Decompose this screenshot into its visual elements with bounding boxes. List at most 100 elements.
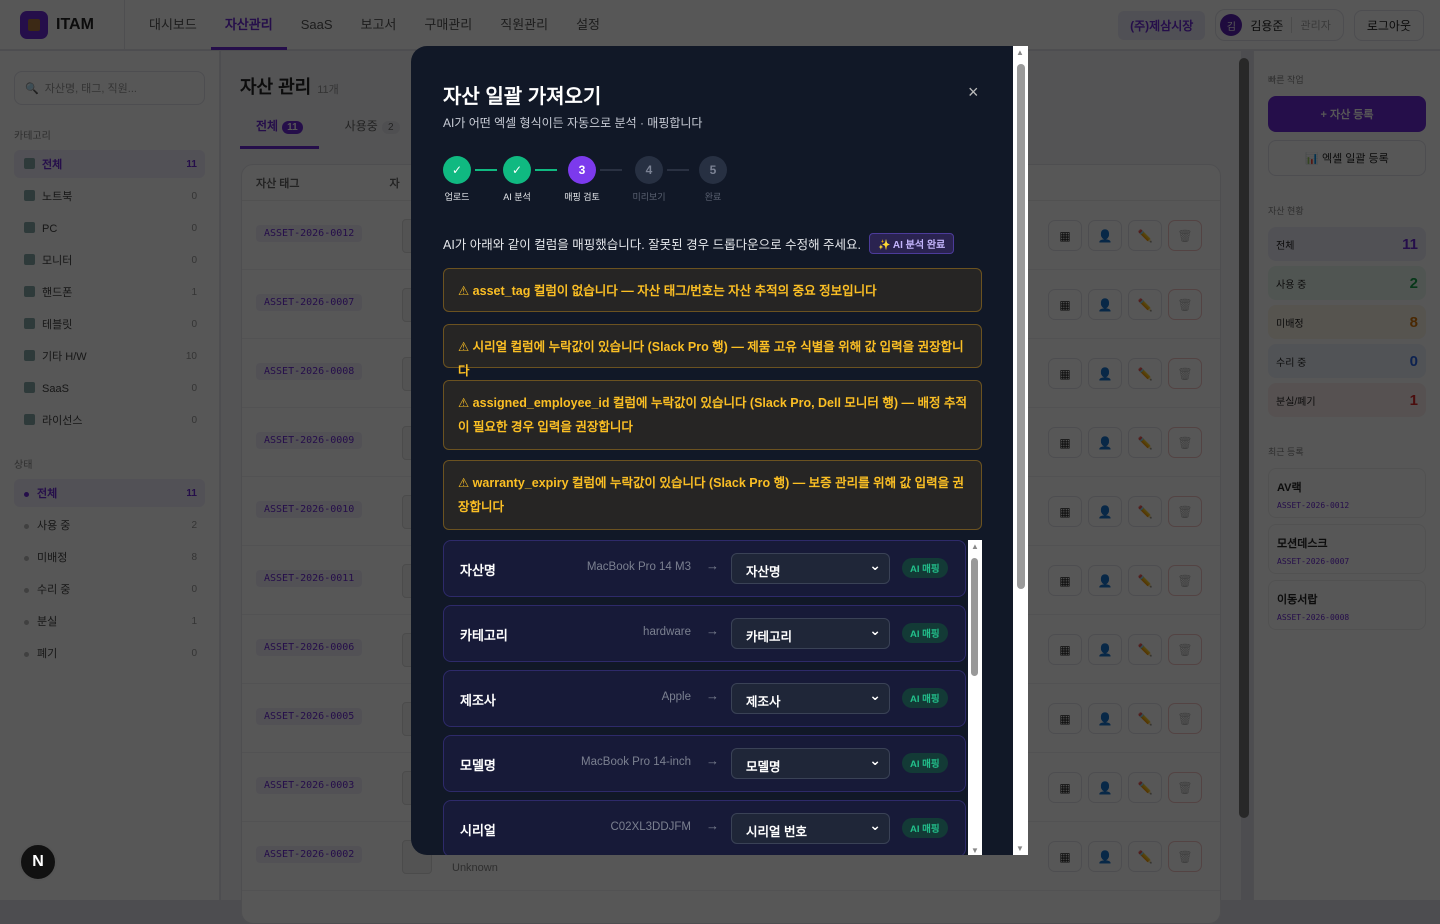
edit-icon[interactable]: ✏️ — [1128, 634, 1162, 665]
stat-card[interactable]: 전체 11 — [1268, 227, 1426, 261]
asset-tag[interactable]: ASSET-2026-0010 — [256, 501, 363, 518]
stat-card[interactable]: 분실/폐기 1 — [1268, 383, 1426, 417]
tab[interactable]: 전체 11 — [240, 111, 319, 149]
main-scrollbar[interactable] — [1239, 58, 1249, 818]
stat-card[interactable]: 미배정 8 — [1268, 305, 1426, 339]
edit-icon[interactable]: ✏️ — [1128, 772, 1162, 803]
sidebar-status-item[interactable]: 미배정 8 — [14, 543, 205, 571]
qr-icon[interactable]: ▦ — [1048, 496, 1082, 527]
asset-tag[interactable]: ASSET-2026-0005 — [256, 708, 363, 725]
delete-icon[interactable]: 🗑 — [1168, 634, 1202, 665]
recent-item[interactable]: 모션데스크 ASSET-2026-0007 — [1268, 524, 1426, 574]
field-select[interactable]: 시리얼 번호 — [731, 813, 890, 844]
sidebar-category-item[interactable]: 라이선스 0 — [14, 406, 205, 434]
sidebar-category-item[interactable]: SaaS 0 — [14, 374, 205, 402]
delete-icon[interactable]: 🗑 — [1168, 841, 1202, 872]
qr-icon[interactable]: ▦ — [1048, 772, 1082, 803]
sidebar-category-item[interactable]: 모니터 0 — [14, 246, 205, 274]
assign-user-icon[interactable]: 👤 — [1088, 289, 1122, 320]
qr-icon[interactable]: ▦ — [1048, 289, 1082, 320]
sidebar-category-item[interactable]: 핸드폰 1 — [14, 278, 205, 306]
close-icon[interactable]: × — [968, 82, 979, 102]
asset-tag[interactable]: ASSET-2026-0006 — [256, 639, 363, 656]
sidebar-category-item[interactable]: 기타 H/W 10 — [14, 342, 205, 370]
nav-item[interactable]: 구매관리 — [424, 16, 473, 32]
asset-tag[interactable]: ASSET-2026-0012 — [256, 225, 363, 242]
sidebar-status-item[interactable]: 폐기 0 — [14, 639, 205, 667]
edit-icon[interactable]: ✏️ — [1128, 289, 1162, 320]
recent-item[interactable]: AV랙 ASSET-2026-0012 — [1268, 468, 1426, 518]
modal-scrollbar[interactable]: ▲ ▼ — [1013, 46, 1028, 855]
logout-button[interactable]: 로그아웃 — [1353, 9, 1424, 41]
edit-icon[interactable]: ✏️ — [1128, 565, 1162, 596]
sidebar-status-item[interactable]: 전체 11 — [14, 479, 205, 507]
asset-tag[interactable]: ASSET-2026-0003 — [256, 777, 363, 794]
delete-icon[interactable]: 🗑 — [1168, 220, 1202, 251]
sidebar-category-item[interactable]: 전체 11 — [14, 150, 205, 178]
assign-user-icon[interactable]: 👤 — [1088, 220, 1122, 251]
company-badge[interactable]: (주)제삼시장 — [1118, 10, 1206, 40]
qr-icon[interactable]: ▦ — [1048, 220, 1082, 251]
nav-item[interactable]: 대시보드 — [149, 16, 197, 32]
table-row[interactable]: ASSET-2026-0003 ▦ 👤 ✏️ 🗑 — [242, 753, 1220, 822]
asset-tag[interactable]: ASSET-2026-0008 — [256, 363, 363, 380]
table-row[interactable]: ASSET-2026-0002 Unknown ▦ 👤 ✏️ 🗑 — [242, 822, 1220, 891]
edit-icon[interactable]: ✏️ — [1128, 220, 1162, 251]
nav-item[interactable]: 직원관리 — [500, 16, 549, 32]
delete-icon[interactable]: 🗑 — [1168, 358, 1202, 389]
nav-item[interactable]: 설정 — [576, 16, 600, 32]
recent-item[interactable]: 이동서랍 ASSET-2026-0008 — [1268, 580, 1426, 630]
delete-icon[interactable]: 🗑 — [1168, 427, 1202, 458]
field-select[interactable]: 자산명 — [731, 553, 890, 584]
delete-icon[interactable]: 🗑 — [1168, 496, 1202, 527]
nav-item[interactable]: 보고서 — [360, 16, 397, 32]
delete-icon[interactable]: 🗑 — [1168, 289, 1202, 320]
assign-user-icon[interactable]: 👤 — [1088, 703, 1122, 734]
assign-user-icon[interactable]: 👤 — [1088, 841, 1122, 872]
edit-icon[interactable]: ✏️ — [1128, 841, 1162, 872]
qr-icon[interactable]: ▦ — [1048, 565, 1082, 596]
nav-item[interactable]: 자산관리 — [210, 0, 287, 50]
edit-icon[interactable]: ✏️ — [1128, 703, 1162, 734]
sidebar-category-item[interactable]: PC 0 — [14, 214, 205, 242]
devtools-button[interactable]: N — [19, 843, 57, 881]
tab[interactable]: 사용중 2 — [329, 111, 416, 149]
assign-user-icon[interactable]: 👤 — [1088, 772, 1122, 803]
excel-upload-button[interactable]: 📊 엑셀 일괄 등록 — [1268, 140, 1426, 176]
delete-icon[interactable]: 🗑 — [1168, 772, 1202, 803]
edit-icon[interactable]: ✏️ — [1128, 496, 1162, 527]
assign-user-icon[interactable]: 👤 — [1088, 496, 1122, 527]
sidebar-status-item[interactable]: 분실 1 — [14, 607, 205, 635]
qr-icon[interactable]: ▦ — [1048, 634, 1082, 665]
asset-tag[interactable]: ASSET-2026-0002 — [256, 846, 363, 863]
user-menu[interactable]: 김 김용준 관리자 — [1215, 9, 1344, 41]
qr-icon[interactable]: ▦ — [1048, 358, 1082, 389]
qr-icon[interactable]: ▦ — [1048, 703, 1082, 734]
sidebar-category-item[interactable]: 노트북 0 — [14, 182, 205, 210]
edit-icon[interactable]: ✏️ — [1128, 358, 1162, 389]
qr-icon[interactable]: ▦ — [1048, 841, 1082, 872]
mapping-scrollbar[interactable]: ▲ ▼ — [968, 540, 982, 855]
edit-icon[interactable]: ✏️ — [1128, 427, 1162, 458]
logo[interactable]: ITAM — [0, 0, 125, 50]
field-select[interactable]: 카테고리 — [731, 618, 890, 649]
delete-icon[interactable]: 🗑 — [1168, 703, 1202, 734]
asset-tag[interactable]: ASSET-2026-0007 — [256, 294, 363, 311]
assign-user-icon[interactable]: 👤 — [1088, 634, 1122, 665]
asset-tag[interactable]: ASSET-2026-0009 — [256, 432, 363, 449]
field-select[interactable]: 모델명 — [731, 748, 890, 779]
assign-user-icon[interactable]: 👤 — [1088, 427, 1122, 458]
table-row[interactable]: ASSET-2026-0007 ▦ 👤 ✏️ 🗑 — [242, 270, 1220, 339]
search-input[interactable]: 🔍 자산명, 태그, 직원... — [14, 71, 205, 105]
sidebar-category-item[interactable]: 테블릿 0 — [14, 310, 205, 338]
nav-item[interactable]: SaaS — [300, 16, 333, 32]
field-select[interactable]: 제조사 — [731, 683, 890, 714]
add-asset-button[interactable]: + 자산 등록 — [1268, 96, 1426, 132]
assign-user-icon[interactable]: 👤 — [1088, 565, 1122, 596]
delete-icon[interactable]: 🗑 — [1168, 565, 1202, 596]
assign-user-icon[interactable]: 👤 — [1088, 358, 1122, 389]
